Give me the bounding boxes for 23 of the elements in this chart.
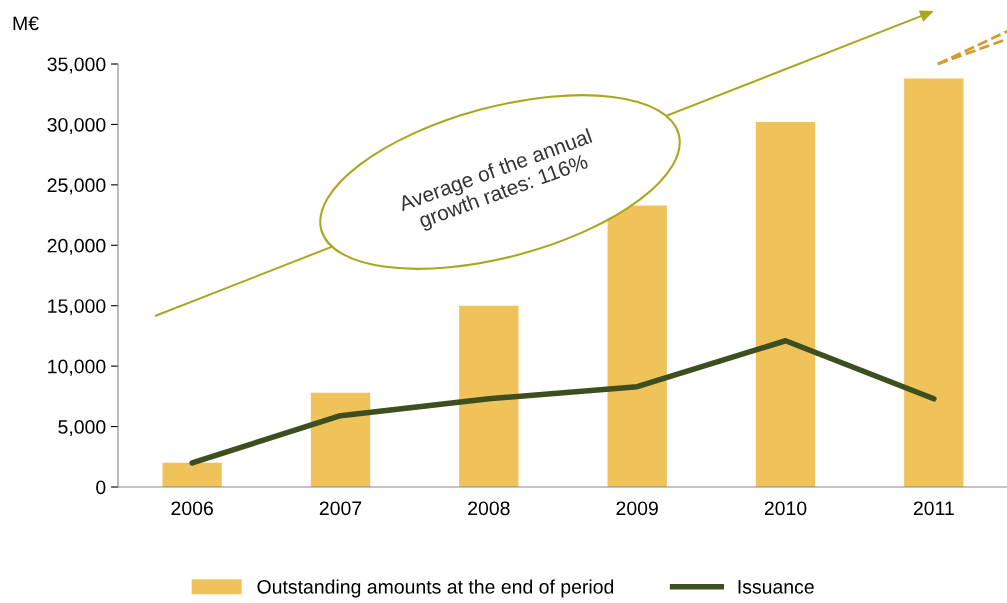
y-axis-title: M€: [13, 16, 39, 31]
y-tick-label: 20,000: [47, 238, 106, 255]
x-tick-label: 2010: [764, 501, 807, 516]
y-tick-label: 10,000: [48, 359, 106, 376]
bar: [459, 305, 519, 487]
y-tick-label: 0: [96, 480, 106, 495]
x-tick-label: 2008: [468, 501, 510, 516]
bar: [755, 122, 816, 487]
bar: [162, 462, 222, 487]
legend-label: Outstanding amounts at the end of period: [257, 579, 614, 598]
bar: [310, 392, 371, 487]
y-tick-label: 35,000: [47, 57, 106, 74]
x-tick-label: 2009: [616, 501, 658, 516]
x-tick-label: 2011: [913, 501, 954, 516]
legend-label: Issuance: [738, 580, 814, 594]
bar: [607, 205, 667, 487]
y-tick-label: 5,000: [58, 420, 106, 437]
y-tick-label: 30,000: [47, 117, 106, 134]
x-tick-label: 2007: [319, 501, 362, 516]
y-tick-label: 25,000: [47, 178, 106, 195]
y-tick-label: 15,000: [48, 299, 106, 316]
x-tick-label: 2006: [171, 501, 213, 516]
bar: [904, 78, 964, 487]
